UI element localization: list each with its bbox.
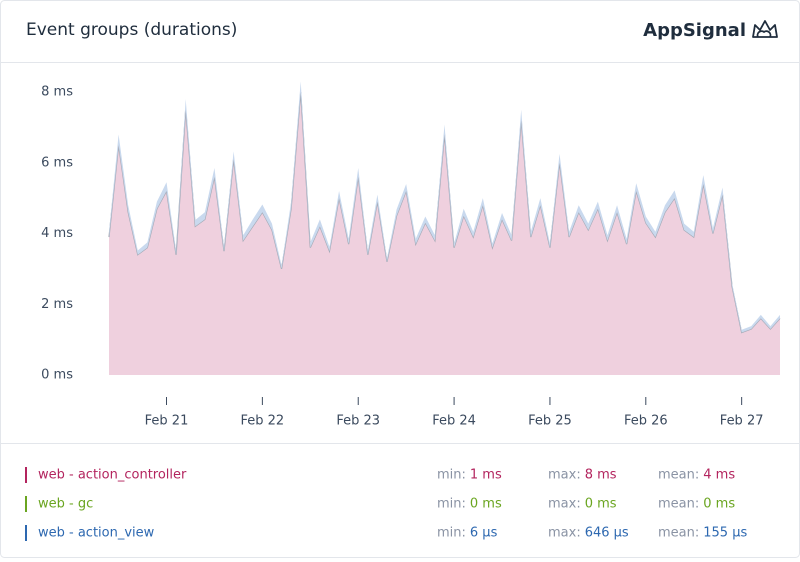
- brand-logo: [752, 20, 778, 38]
- stat-label: mean:: [658, 468, 699, 483]
- x-tick-label: Feb 25: [528, 414, 572, 429]
- y-tick-label: 4 ms: [41, 226, 73, 241]
- legend-name: web - gc: [38, 497, 93, 512]
- stat-label: max:: [548, 497, 581, 512]
- y-tick-label: 0 ms: [41, 368, 73, 383]
- stat-value: 646 μs: [585, 526, 629, 541]
- stat-value: 0 ms: [585, 497, 617, 512]
- x-tick-label: Feb 23: [336, 414, 380, 429]
- stat-label: mean:: [658, 526, 699, 541]
- y-tick-label: 6 ms: [41, 155, 73, 170]
- card-title: Event groups (durations): [26, 20, 237, 40]
- legend-swatch: [25, 467, 27, 483]
- stat-label: max:: [548, 526, 581, 541]
- stat-value: 155 μs: [703, 526, 747, 541]
- stat-label: min:: [437, 497, 466, 512]
- stat-value: 0 ms: [703, 497, 735, 512]
- stat-value: 4 ms: [703, 468, 735, 483]
- x-tick-label: Feb 26: [624, 414, 668, 429]
- y-tick-label: 2 ms: [41, 297, 73, 312]
- x-tick-label: Feb 22: [241, 414, 285, 429]
- y-tick-label: 8 ms: [41, 85, 73, 100]
- stat-label: min:: [437, 526, 466, 541]
- area: [109, 92, 780, 375]
- stat-value: 0 ms: [470, 497, 502, 512]
- area: [109, 81, 780, 333]
- legend-swatch: [25, 525, 27, 541]
- stat-label: max:: [548, 468, 581, 483]
- legend-name: web - action_controller: [38, 468, 187, 483]
- stat-value: 1 ms: [470, 468, 502, 483]
- legend-swatch: [25, 496, 27, 512]
- stat-value: 6 μs: [470, 526, 498, 541]
- stat-label: min:: [437, 468, 466, 483]
- x-tick-label: Feb 27: [720, 414, 764, 429]
- x-tick-label: Feb 21: [145, 414, 189, 429]
- x-tick-label: Feb 24: [432, 414, 476, 429]
- brand: AppSignal: [643, 20, 746, 41]
- stat-label: mean:: [658, 497, 699, 512]
- stat-value: 8 ms: [585, 468, 617, 483]
- legend-name: web - action_view: [38, 526, 155, 541]
